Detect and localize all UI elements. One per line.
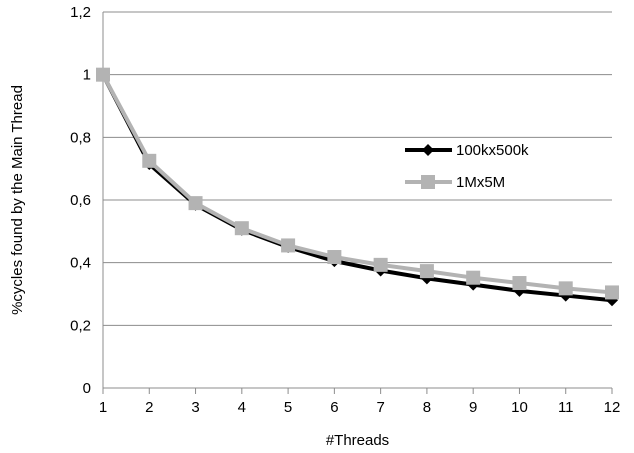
data-point (373, 257, 388, 272)
y-tick-label: 0 (83, 380, 91, 397)
x-tick-label: 3 (191, 399, 199, 416)
data-point (96, 67, 110, 82)
x-tick-label: 12 (604, 399, 621, 416)
legend-item: 1Mx5M (405, 174, 505, 191)
x-tick-label: 7 (376, 399, 384, 416)
x-tick-label: 11 (558, 399, 574, 416)
legend-item: 100kx500k (405, 142, 529, 159)
series-line (101, 73, 613, 295)
data-point (281, 238, 296, 253)
legend-marker (422, 144, 434, 156)
data-point (234, 221, 249, 236)
x-tick-label: 9 (469, 399, 477, 416)
y-tick-label: 0,4 (70, 255, 91, 272)
data-point (466, 270, 481, 285)
x-tick-label: 2 (145, 399, 153, 416)
data-point (558, 281, 573, 296)
legend: 100kx500k 1Mx5M (405, 142, 529, 191)
x-tick-label: 1 (99, 399, 107, 416)
data-point (605, 285, 619, 300)
x-tick-label: 10 (511, 399, 528, 416)
y-tick-label: 1 (83, 67, 91, 84)
series-layer (96, 67, 619, 307)
series-0 (97, 68, 618, 307)
series-1 (96, 67, 619, 300)
data-point (419, 264, 434, 279)
gridlines (103, 11, 612, 326)
tick-labels: 00,20,40,60,811,21 2 3 4 5 6 7 8 9 10 11 12 (70, 4, 620, 416)
y-tick-label: 0,8 (70, 129, 91, 146)
x-axis-title: #Threads (326, 432, 389, 449)
y-axis-title: %cycles found by the Main Thread (9, 85, 26, 315)
data-point (188, 196, 203, 211)
y-tick-label: 1,2 (70, 4, 91, 21)
data-point (512, 276, 527, 291)
legend-marker (421, 175, 435, 189)
y-tick-label: 0,2 (70, 317, 91, 334)
x-tick-label: 6 (330, 399, 338, 416)
y-tick-label: 0,6 (70, 192, 91, 209)
axes (102, 12, 613, 394)
x-tick-label: 8 (423, 399, 431, 416)
data-point (142, 153, 157, 168)
x-tick-label: 5 (284, 399, 292, 416)
data-point (327, 250, 342, 265)
legend-label: 1Mx5M (456, 174, 505, 191)
x-tick-label: 4 (238, 399, 246, 416)
legend-label: 100kx500k (456, 142, 529, 159)
